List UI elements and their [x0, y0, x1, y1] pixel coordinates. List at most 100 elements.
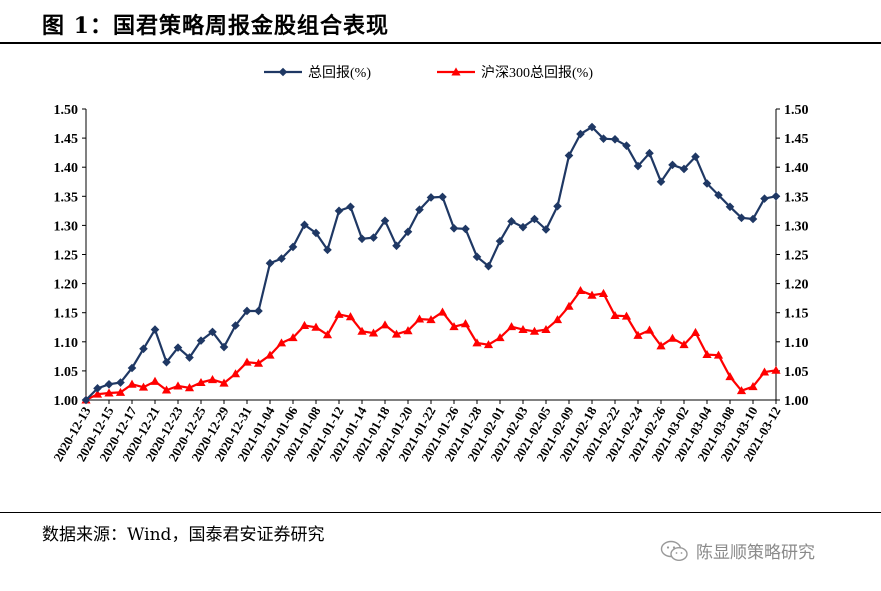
data-point [288, 333, 298, 342]
data-point [115, 387, 126, 396]
watermark: 陈显顺策略研究 [660, 538, 815, 563]
data-point [208, 327, 217, 337]
data-point [196, 377, 206, 386]
legend-label: 沪深300总回报(%) [481, 65, 593, 81]
data-point [219, 342, 229, 352]
data-point [610, 134, 620, 144]
data-point [323, 245, 332, 255]
data-point [438, 192, 447, 202]
data-point [138, 382, 149, 391]
data-point [81, 395, 91, 405]
watermark-text: 陈显顺策略研究 [696, 543, 815, 563]
data-point [437, 307, 448, 316]
y-tick-label: 1.10 [54, 336, 79, 351]
data-point [759, 367, 770, 376]
data-point [644, 325, 655, 334]
data-point [483, 340, 494, 349]
series-total-return [81, 122, 781, 405]
y-tick-label: 1.50 [54, 103, 79, 118]
data-point [506, 322, 517, 331]
data-point [564, 151, 574, 160]
data-point [690, 327, 701, 336]
data-point [334, 206, 344, 216]
data-point [322, 330, 333, 339]
data-point [104, 388, 114, 397]
y-tick-label: 1.25 [54, 249, 79, 264]
legend-item-total-return: 总回报(%) [264, 65, 371, 81]
y-tick-label: 1.20 [54, 278, 79, 293]
data-point [219, 378, 229, 387]
data-point [736, 386, 747, 395]
data-point [679, 340, 689, 349]
data-point [702, 350, 712, 359]
data-point [633, 161, 643, 171]
y-axis-right: 1.50 1.45 1.40 1.35 1.30 1.25 1.20 1.15 1.10 1.05… [776, 103, 809, 409]
data-point [529, 326, 540, 335]
y2-tick-label: 1.10 [784, 336, 809, 351]
data-point [621, 311, 632, 320]
data-point [668, 160, 677, 170]
data-point [230, 369, 241, 378]
wechat-icon [660, 540, 688, 561]
data-point [173, 343, 183, 352]
data-point [127, 363, 137, 373]
data-point [299, 320, 310, 329]
data-point [771, 192, 781, 201]
data-point [714, 190, 723, 200]
data-point [748, 214, 758, 224]
data-point [530, 214, 539, 224]
data-point [426, 193, 436, 202]
data-point [541, 225, 551, 234]
y-tick-label: 1.35 [54, 190, 79, 205]
data-point [645, 148, 654, 158]
data-point [552, 315, 563, 324]
y2-tick-label: 1.35 [784, 190, 809, 205]
data-point [311, 322, 321, 331]
data-point [242, 306, 252, 316]
y-tick-label: 1.05 [54, 365, 79, 380]
data-point [368, 328, 379, 337]
data-point [472, 252, 482, 262]
data-point [472, 338, 482, 347]
plot-area [81, 122, 781, 405]
y2-tick-label: 1.20 [784, 278, 809, 293]
data-point [449, 322, 459, 331]
data-point [288, 242, 298, 252]
data-point [403, 227, 413, 237]
legend-marker [278, 67, 288, 77]
data-point [242, 357, 252, 366]
data-point [300, 220, 309, 230]
data-point [276, 338, 287, 347]
legend-label: 总回报(%) [308, 65, 371, 81]
y2-tick-label: 1.40 [784, 161, 809, 176]
data-point [587, 122, 597, 132]
line-chart: 总回报(%) 沪深300总回报(%) 1.50 1.45 1.40 1.35 1.30 1.… [50, 65, 809, 464]
data-point [196, 336, 206, 345]
data-point [518, 222, 528, 232]
legend-item-hs300-return: 沪深300总回报(%) [437, 65, 593, 81]
y2-tick-label: 1.30 [784, 219, 809, 234]
figure-title: 图 1：国君策略周报金股组合表现 [42, 13, 389, 39]
data-point [667, 333, 678, 342]
data-point [725, 372, 735, 381]
data-point [173, 381, 183, 390]
data-point [391, 329, 402, 338]
data-point [449, 224, 459, 233]
data-point [184, 383, 195, 392]
data-point [403, 326, 413, 335]
data-point [484, 261, 493, 271]
data-point [737, 213, 746, 223]
y2-tick-label: 1.45 [784, 132, 809, 147]
data-point [150, 376, 160, 385]
data-point [93, 384, 102, 393]
data-point [185, 353, 194, 362]
data-point [104, 379, 114, 389]
data-point [518, 324, 528, 334]
data-point [92, 389, 103, 398]
data-point [553, 201, 562, 211]
y-tick-label: 1.00 [54, 394, 79, 409]
data-point [713, 350, 724, 359]
data-point [161, 385, 172, 394]
data-point [495, 236, 505, 246]
data-point [231, 321, 240, 330]
